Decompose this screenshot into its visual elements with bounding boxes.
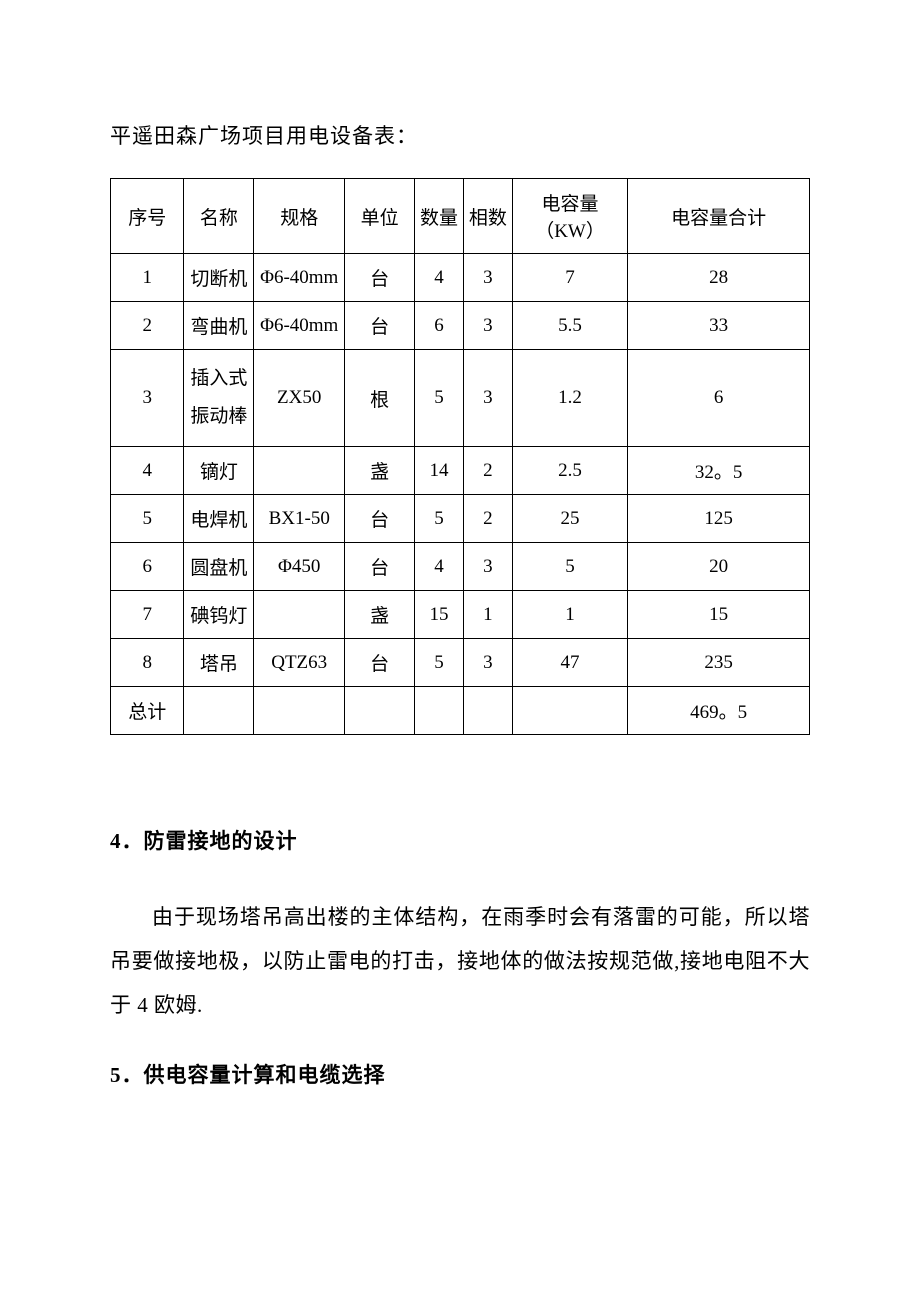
equipment-table: 序号 名称 规格 单位 数量 相数 电容量（KW） 电容量合计 1 切断机 Φ6… bbox=[110, 178, 810, 735]
cell-unit: 台 bbox=[345, 254, 415, 302]
cell-qty bbox=[415, 687, 464, 735]
cell-cap bbox=[512, 687, 627, 735]
col-header-total: 电容量合计 bbox=[628, 179, 810, 254]
cell-unit: 台 bbox=[345, 302, 415, 350]
cell-unit: 台 bbox=[345, 543, 415, 591]
col-header-qty: 数量 bbox=[415, 179, 464, 254]
cell-unit: 台 bbox=[345, 495, 415, 543]
cell-cap: 5.5 bbox=[512, 302, 627, 350]
cell-name: 弯曲机 bbox=[184, 302, 254, 350]
cell-seq: 3 bbox=[111, 350, 184, 447]
col-header-seq: 序号 bbox=[111, 179, 184, 254]
section-5-heading: 5．供电容量计算和电缆选择 bbox=[110, 1059, 810, 1089]
cell-unit: 根 bbox=[345, 350, 415, 447]
table-row: 2 弯曲机 Φ6-40mm 台 6 3 5.5 33 bbox=[111, 302, 810, 350]
cell-total: 469。5 bbox=[628, 687, 810, 735]
cell-qty: 5 bbox=[415, 350, 464, 447]
cell-cap: 47 bbox=[512, 639, 627, 687]
cell-unit: 盏 bbox=[345, 591, 415, 639]
table-row: 5 电焊机 BX1-50 台 5 2 25 125 bbox=[111, 495, 810, 543]
cell-name: 插入式振动棒 bbox=[184, 350, 254, 447]
col-header-unit: 单位 bbox=[345, 179, 415, 254]
cell-name: 电焊机 bbox=[184, 495, 254, 543]
section-4-heading: 4．防雷接地的设计 bbox=[110, 825, 810, 855]
cell-phase: 3 bbox=[463, 639, 512, 687]
cell-total: 125 bbox=[628, 495, 810, 543]
table-row: 7 碘钨灯 盏 15 1 1 15 bbox=[111, 591, 810, 639]
cell-name bbox=[184, 687, 254, 735]
cell-phase: 3 bbox=[463, 543, 512, 591]
cell-phase: 3 bbox=[463, 254, 512, 302]
cell-name: 圆盘机 bbox=[184, 543, 254, 591]
cell-phase: 3 bbox=[463, 302, 512, 350]
cell-name: 镝灯 bbox=[184, 447, 254, 495]
cell-seq: 6 bbox=[111, 543, 184, 591]
cell-spec: Φ6-40mm bbox=[254, 254, 345, 302]
cell-spec bbox=[254, 447, 345, 495]
cell-spec: Φ450 bbox=[254, 543, 345, 591]
cell-qty: 6 bbox=[415, 302, 464, 350]
cell-seq: 总计 bbox=[111, 687, 184, 735]
cell-qty: 5 bbox=[415, 639, 464, 687]
cell-seq: 7 bbox=[111, 591, 184, 639]
cell-spec: Φ6-40mm bbox=[254, 302, 345, 350]
col-header-name: 名称 bbox=[184, 179, 254, 254]
cell-total: 20 bbox=[628, 543, 810, 591]
table-row: 8 塔吊 QTZ63 台 5 3 47 235 bbox=[111, 639, 810, 687]
cell-spec: BX1-50 bbox=[254, 495, 345, 543]
cell-phase: 3 bbox=[463, 350, 512, 447]
cell-phase bbox=[463, 687, 512, 735]
cell-cap: 25 bbox=[512, 495, 627, 543]
cell-phase: 2 bbox=[463, 495, 512, 543]
table-row: 1 切断机 Φ6-40mm 台 4 3 7 28 bbox=[111, 254, 810, 302]
cell-seq: 5 bbox=[111, 495, 184, 543]
table-row: 6 圆盘机 Φ450 台 4 3 5 20 bbox=[111, 543, 810, 591]
cell-qty: 4 bbox=[415, 543, 464, 591]
cell-spec bbox=[254, 591, 345, 639]
cell-cap: 7 bbox=[512, 254, 627, 302]
cell-total: 6 bbox=[628, 350, 810, 447]
col-header-spec: 规格 bbox=[254, 179, 345, 254]
cell-seq: 8 bbox=[111, 639, 184, 687]
table-body: 1 切断机 Φ6-40mm 台 4 3 7 28 2 弯曲机 Φ6-40mm 台… bbox=[111, 254, 810, 735]
cell-phase: 1 bbox=[463, 591, 512, 639]
cell-cap: 1.2 bbox=[512, 350, 627, 447]
cell-name: 碘钨灯 bbox=[184, 591, 254, 639]
cell-seq: 2 bbox=[111, 302, 184, 350]
cell-phase: 2 bbox=[463, 447, 512, 495]
cell-seq: 1 bbox=[111, 254, 184, 302]
table-title: 平遥田森广场项目用电设备表： bbox=[110, 120, 810, 150]
cell-qty: 4 bbox=[415, 254, 464, 302]
cell-total: 15 bbox=[628, 591, 810, 639]
cell-cap: 5 bbox=[512, 543, 627, 591]
cell-name: 塔吊 bbox=[184, 639, 254, 687]
table-header-row: 序号 名称 规格 单位 数量 相数 电容量（KW） 电容量合计 bbox=[111, 179, 810, 254]
cell-seq: 4 bbox=[111, 447, 184, 495]
table-row: 3 插入式振动棒 ZX50 根 5 3 1.2 6 bbox=[111, 350, 810, 447]
cell-total: 28 bbox=[628, 254, 810, 302]
section-4-paragraph: 由于现场塔吊高出楼的主体结构，在雨季时会有落雷的可能，所以塔吊要做接地极，以防止… bbox=[110, 895, 810, 1027]
cell-name: 切断机 bbox=[184, 254, 254, 302]
cell-qty: 14 bbox=[415, 447, 464, 495]
cell-spec: QTZ63 bbox=[254, 639, 345, 687]
cell-unit: 台 bbox=[345, 639, 415, 687]
cell-qty: 5 bbox=[415, 495, 464, 543]
cell-total: 32。5 bbox=[628, 447, 810, 495]
cell-spec bbox=[254, 687, 345, 735]
cell-spec: ZX50 bbox=[254, 350, 345, 447]
cell-qty: 15 bbox=[415, 591, 464, 639]
cell-unit: 盏 bbox=[345, 447, 415, 495]
cell-unit bbox=[345, 687, 415, 735]
cell-total: 235 bbox=[628, 639, 810, 687]
cell-cap: 2.5 bbox=[512, 447, 627, 495]
cell-cap: 1 bbox=[512, 591, 627, 639]
table-row-total: 总计 469。5 bbox=[111, 687, 810, 735]
table-row: 4 镝灯 盏 14 2 2.5 32。5 bbox=[111, 447, 810, 495]
col-header-phase: 相数 bbox=[463, 179, 512, 254]
cell-total: 33 bbox=[628, 302, 810, 350]
col-header-capacity: 电容量（KW） bbox=[512, 179, 627, 254]
